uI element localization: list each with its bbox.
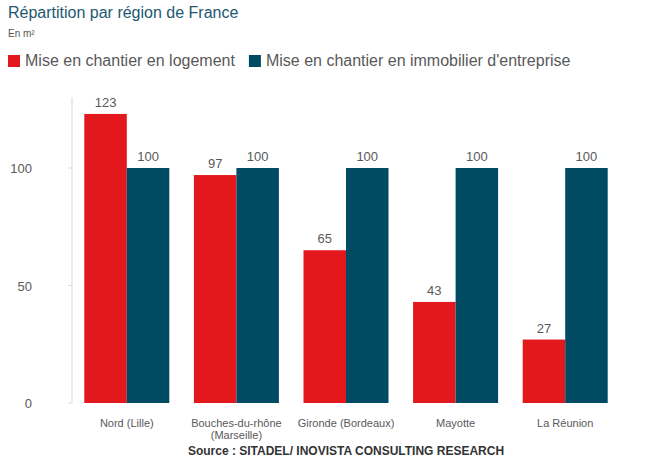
x-tick-label: La Réunion	[537, 417, 593, 429]
data-label: 100	[137, 149, 159, 164]
y-tick-label: 0	[25, 396, 32, 411]
chart: Répartition par région de France En m² Mis…	[0, 0, 659, 462]
bar	[84, 114, 127, 403]
y-tick	[68, 285, 72, 286]
y-tick	[68, 403, 72, 404]
x-tick-label-line: (Marseille)	[211, 429, 262, 441]
title: Répartition par région de France	[8, 4, 238, 21]
data-label: 100	[247, 149, 269, 164]
y-tick	[68, 168, 72, 169]
data-label: 27	[537, 321, 551, 336]
bar	[346, 168, 389, 403]
bar	[456, 168, 499, 403]
bar	[413, 302, 456, 403]
bar	[194, 175, 237, 403]
x-tick-label: Mayotte	[436, 417, 475, 429]
subtitle: En m²	[8, 28, 35, 39]
bar	[565, 168, 608, 403]
y-tick-label: 100	[10, 161, 32, 176]
data-label: 97	[208, 156, 222, 171]
bar	[304, 250, 347, 403]
y-tick-label: 50	[18, 279, 32, 294]
legend-label: Mise en chantier en logement	[25, 52, 235, 69]
legend-swatch	[249, 55, 261, 67]
data-label: 43	[427, 283, 441, 298]
bar	[236, 168, 279, 403]
bar	[127, 168, 170, 403]
x-tick-label: Gironde (Bordeaux)	[298, 417, 395, 429]
x-tick-label: Nord (Lille)	[100, 417, 154, 429]
source: Source : SITADEL/ INOVISTA CONSULTING RE…	[188, 444, 504, 458]
data-label: 123	[95, 95, 117, 110]
data-label: 100	[356, 149, 378, 164]
bar	[523, 340, 566, 403]
x-tick-label-line: Bouches-du-rhône	[191, 417, 282, 429]
data-label: 100	[576, 149, 598, 164]
bars	[84, 114, 607, 403]
y-axis-line	[72, 98, 73, 404]
legend-swatch	[8, 55, 20, 67]
x-tick-label: Bouches-du-rhône(Marseille)	[191, 417, 282, 441]
legend-label: Mise en chantier en immobilier d'entrepr…	[266, 52, 571, 69]
data-label: 65	[318, 231, 332, 246]
data-label: 100	[466, 149, 488, 164]
